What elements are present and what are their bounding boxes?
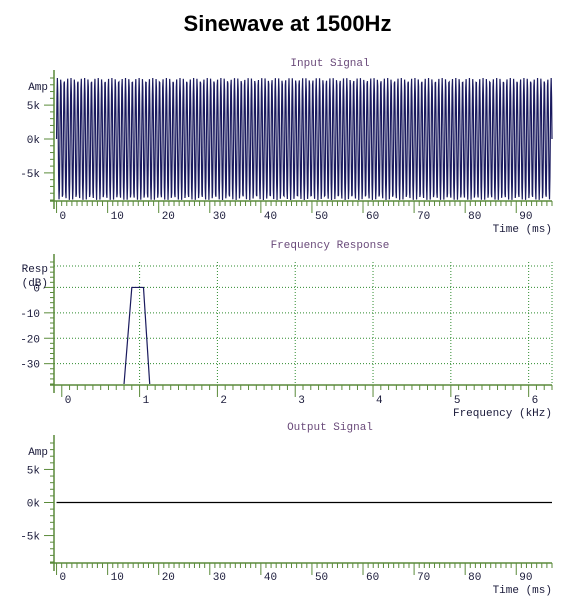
output-signal-y-tick-label: 5k: [27, 465, 41, 477]
frequency-response-y-tick-label: -30: [20, 360, 40, 372]
frequency-response-y-tick-label: 0: [33, 283, 40, 295]
frequency-response-x-tick-label: 0: [65, 395, 72, 407]
output-signal-y-tick-label: 0k: [27, 499, 41, 511]
output-signal-x-tick-label: 90: [519, 572, 532, 584]
output-signal-x-tick-label: 40: [264, 572, 277, 584]
output-signal-x-tick-label: 0: [60, 572, 67, 584]
frequency-response-x-tick-label: 1: [143, 395, 150, 407]
output-signal-y-tick-label: -5k: [20, 532, 40, 544]
output-signal-x-label: Time (ms): [493, 585, 552, 596]
main-title: Sinewave at 1500Hz: [183, 11, 392, 36]
input-signal-title: Input Signal: [290, 58, 369, 70]
frequency-response-title: Frequency Response: [271, 240, 390, 252]
frequency-response-x-tick-label: 2: [220, 395, 227, 407]
input-signal-x-tick-label: 60: [366, 211, 379, 223]
input-signal-x-tick-label: 0: [60, 211, 67, 223]
frequency-response-series-line: [123, 286, 151, 385]
frequency-response-x-label: Frequency (kHz): [453, 408, 552, 420]
input-signal-x-tick-label: 20: [162, 211, 175, 223]
frequency-response-y-tick-label: -20: [20, 334, 40, 346]
frequency-response-chart: Frequency Response 0 1 2 3 4 5 6 0 -10 -20 -30 Resp (…: [20, 240, 553, 420]
output-signal-x-tick-label: 60: [366, 572, 379, 584]
input-signal-y-label: Amp: [28, 82, 48, 94]
output-signal-x-tick-label: 20: [162, 572, 175, 584]
input-signal-series-line: [55, 77, 553, 201]
output-signal-x-tick-label: 70: [417, 572, 430, 584]
output-signal-x-tick-label: 30: [213, 572, 226, 584]
input-signal-x-tick-label: 90: [519, 211, 532, 223]
input-signal-y-tick-label: 0k: [27, 135, 41, 147]
input-signal-x-tick-label: 80: [468, 211, 481, 223]
input-signal-x-tick-label: 40: [264, 211, 277, 223]
output-signal-x-tick-label: 10: [111, 572, 124, 584]
input-signal-x-tick-label: 10: [111, 211, 124, 223]
frequency-response-x-tick-label: 4: [376, 395, 383, 407]
frequency-response-x-tick-label: 3: [298, 395, 305, 407]
input-signal-x-tick-label: 70: [417, 211, 430, 223]
output-signal-x-tick-label: 80: [468, 572, 481, 584]
output-signal-x-tick-label: 50: [315, 572, 328, 584]
output-signal-y-label: Amp: [28, 447, 48, 459]
frequency-response-y-tick-label: -10: [20, 309, 40, 321]
input-signal-y-tick-label: 5k: [27, 101, 41, 113]
output-signal-chart: Output Signal 0 10 20 30 40 50 60 70 80 90 5k 0k -5k A…: [20, 422, 553, 596]
input-signal-x-tick-label: 30: [213, 211, 226, 223]
input-signal-x-tick-label: 50: [315, 211, 328, 223]
output-signal-title: Output Signal: [287, 422, 373, 434]
input-signal-chart: Input Signal 0 10 20 30 40 50 60 70 80 90 5k 0k -5k Am…: [20, 58, 553, 236]
input-signal-y-tick-label: -5k: [20, 169, 40, 181]
frequency-response-x-tick-label: 6: [532, 395, 539, 407]
frequency-response-y-label: (dB): [22, 278, 48, 290]
frequency-response-y-label: Resp: [22, 264, 48, 276]
input-signal-x-label: Time (ms): [493, 224, 552, 236]
frequency-response-x-tick-label: 5: [454, 395, 461, 407]
